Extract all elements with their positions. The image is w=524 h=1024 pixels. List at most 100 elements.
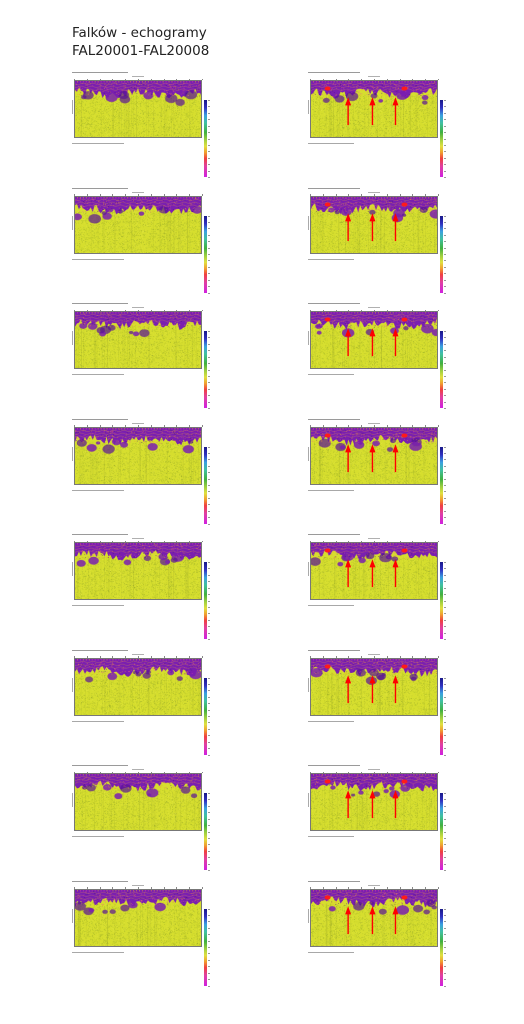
axis-tick (310, 656, 311, 658)
colorbar-tick (207, 818, 210, 820)
echogram-plot (74, 311, 202, 369)
file-caption-line-bottom (72, 258, 124, 260)
axis-tick (138, 309, 139, 311)
file-caption-line (72, 880, 128, 882)
red-dot-icon (324, 317, 331, 322)
file-caption-line-bottom (72, 951, 124, 953)
file-caption-line (72, 187, 128, 189)
y-axis-line (71, 908, 73, 923)
axis-caption-line (368, 191, 380, 193)
red-dot-icon (324, 202, 331, 207)
colorbar-tick (207, 138, 210, 139)
colorbar-tick (443, 626, 446, 627)
y-axis-line (71, 100, 73, 114)
echogram-image (311, 543, 437, 599)
colorbar-tick (207, 446, 210, 447)
colorbar (440, 446, 443, 524)
axis-tick (348, 656, 349, 658)
colorbar-tick (207, 491, 210, 492)
red-dot-icon (324, 433, 331, 438)
colorbar-tick (207, 497, 210, 499)
colorbar-tick (207, 825, 210, 826)
axis-tick (125, 656, 126, 658)
axis-tick (438, 194, 439, 196)
colorbar-tick (207, 401, 210, 403)
colorbar-tick (207, 940, 210, 942)
axis-tick (189, 656, 190, 658)
axis-tick (361, 194, 362, 196)
colorbar-tick (443, 940, 446, 942)
axis-tick (335, 656, 337, 658)
colorbar-tick (207, 164, 210, 165)
axis-tick (335, 78, 337, 80)
colorbar-tick (443, 112, 446, 114)
colorbar-tick (207, 286, 210, 287)
axis-tick (150, 887, 152, 889)
colorbar-tick (443, 106, 446, 107)
axis-tick (374, 309, 375, 311)
axis-tick (176, 194, 177, 196)
axis-caption-line (368, 653, 380, 655)
echogram-image (75, 81, 201, 137)
file-caption-line-bottom (72, 489, 124, 491)
colorbar-tick (207, 696, 210, 698)
y-axis-line (71, 446, 73, 461)
annotation-overlay (324, 548, 408, 588)
colorbar-tick (443, 683, 446, 685)
axis-tick (386, 540, 388, 542)
echogram-plot (74, 195, 202, 254)
axis-tick (138, 771, 139, 773)
axis-tick (361, 887, 362, 889)
red-arrow-icon (392, 212, 399, 241)
echogram-image (311, 427, 437, 484)
colorbar-tick (443, 228, 446, 229)
colorbar (204, 100, 207, 177)
file-caption-line (308, 72, 360, 73)
colorbar-tick (443, 741, 446, 743)
colorbar-tick (443, 703, 446, 704)
y-axis-line (307, 446, 309, 461)
axis-tick (189, 887, 190, 889)
axis-tick (163, 78, 165, 80)
axis-tick (412, 425, 413, 427)
colorbar-tick (443, 927, 446, 929)
colorbar-tick (207, 844, 210, 845)
red-dot-icon (401, 433, 408, 438)
axis-tick (138, 540, 139, 542)
colorbar-tick (443, 485, 446, 486)
red-dot-icon (401, 202, 408, 207)
colorbar-tick (207, 125, 210, 127)
colorbar-tick (207, 914, 210, 916)
echogram-image (311, 81, 437, 137)
axis-tick (138, 887, 139, 889)
axis-tick (399, 887, 401, 889)
colorbar-tick (443, 491, 446, 492)
title-line-1: Falków - echogramy (72, 25, 207, 41)
colorbar-tick (443, 286, 446, 287)
colorbar-tick (207, 870, 210, 871)
axis-tick (438, 425, 439, 427)
colorbar-tick (443, 870, 446, 871)
colorbar-tick (443, 793, 446, 794)
echogram-image (311, 774, 437, 830)
colorbar-tick (207, 953, 210, 954)
axis-tick (361, 771, 362, 773)
axis-tick (86, 309, 88, 311)
colorbar-tick (207, 465, 210, 467)
file-caption-line (308, 418, 360, 420)
colorbar-tick (207, 716, 210, 717)
axis-tick (438, 887, 439, 889)
colorbar-tick (443, 472, 446, 473)
axis-tick (386, 656, 388, 658)
red-arrow-icon (369, 790, 376, 819)
axis-tick (150, 425, 152, 427)
axis-tick (348, 540, 349, 542)
axis-tick (150, 78, 152, 80)
axis-tick (150, 771, 152, 773)
axis-tick (74, 771, 75, 773)
axis-tick (399, 425, 401, 427)
colorbar-tick (207, 632, 210, 634)
colorbar-tick (207, 921, 210, 922)
axis-caption-line (132, 76, 144, 77)
axis-tick (99, 78, 101, 80)
